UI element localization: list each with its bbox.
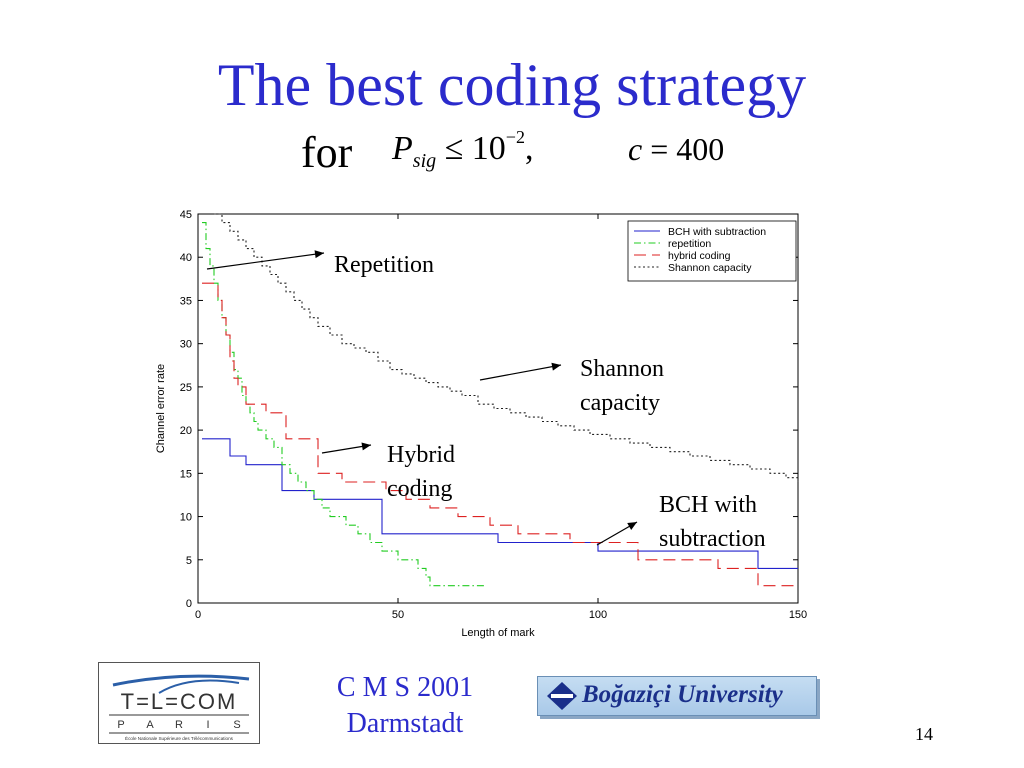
- p-subscript: sig: [412, 150, 437, 172]
- page-number: 14: [915, 724, 933, 744]
- annotation-hybrid-line2: coding: [387, 476, 453, 502]
- telecom-logo-letter: S: [233, 719, 240, 731]
- annotation-repetition-text: Repetition: [334, 252, 434, 278]
- y-tick-label: 15: [180, 468, 192, 480]
- conference-line2: Darmstadt: [346, 708, 464, 739]
- legend-label: hybrid coding: [668, 250, 731, 262]
- x-tick-label: 100: [589, 609, 607, 621]
- x-tick-label: 0: [195, 609, 201, 621]
- x-axis-label: Length of mark: [461, 627, 535, 639]
- p-relation: ≤ 10: [444, 130, 506, 167]
- annotation-repetition: Repetition: [334, 248, 434, 282]
- annotation-shannon: Shannon capacity: [580, 352, 664, 420]
- x-tick-label: 50: [392, 609, 404, 621]
- x-tick-label: 150: [789, 609, 807, 621]
- bogazici-logo: Boğaziçi University: [537, 676, 817, 716]
- legend-label: BCH with subtraction: [668, 226, 766, 238]
- c-symbol: c: [628, 131, 643, 167]
- legend-label: Shannon capacity: [668, 262, 752, 274]
- y-tick-label: 25: [180, 382, 192, 394]
- annotation-bch-line2: subtraction: [659, 526, 766, 552]
- annotation-shannon-line2: capacity: [580, 390, 660, 416]
- annotation-hybrid-line1: Hybrid: [387, 442, 455, 468]
- y-tick-label: 5: [186, 555, 192, 567]
- channel-error-chart: 0 50 100 150 0 5 10 15 20 25 30 35 40 45 BCH with sub…: [155, 209, 807, 639]
- conference-line1: C M S 2001: [336, 672, 474, 703]
- y-tick-label: 35: [180, 295, 192, 307]
- annotation-bch-line1: BCH with: [659, 492, 758, 518]
- telecom-logo-tagline: École Nationale Supérieure des Télécommu…: [125, 735, 234, 741]
- bogazici-name: Boğaziçi University: [582, 681, 783, 708]
- y-tick-label: 45: [180, 209, 192, 221]
- c-equation: c = 400: [628, 131, 724, 168]
- arrow-repetition: [206, 252, 325, 270]
- slide-title: The best coding strategy: [217, 52, 807, 118]
- p-symbol: P: [392, 130, 413, 167]
- y-tick-label: 20: [180, 425, 192, 437]
- subtitle-for: for: [301, 128, 353, 177]
- legend-label: repetition: [668, 238, 711, 250]
- series-line-bch-with-subtraction: [202, 438, 798, 569]
- arrow-shannon-head: [551, 362, 561, 371]
- arrow-repetition-head: [314, 250, 324, 259]
- annotation-arrows: [206, 250, 638, 546]
- series-line-hybrid-coding: [202, 282, 798, 587]
- series-line-shannon-capacity: [214, 213, 799, 482]
- annotation-hybrid: Hybrid coding: [387, 438, 455, 506]
- telecom-logo-letter: A: [146, 719, 154, 731]
- formula-separator: ,: [524, 130, 534, 167]
- p-exponent: −2: [505, 127, 525, 147]
- c-relation: = 400: [650, 131, 725, 167]
- conference-label: C M S 2001 Darmstadt: [300, 670, 510, 742]
- telecom-logo-graphic: T=L=COM P A R I S École Nationale Supérieure…: [109, 674, 250, 741]
- telecom-logo-letter: R: [175, 719, 183, 731]
- y-tick-label: 40: [180, 252, 192, 264]
- y-tick-label: 0: [186, 598, 192, 610]
- arrow-bch-head: [627, 522, 637, 530]
- arrow-shannon: [479, 364, 562, 381]
- telecom-logo-name: T=L=COM: [121, 689, 238, 714]
- telecom-logo-letter: P: [117, 719, 124, 731]
- telecom-logo-letter: I: [206, 719, 209, 731]
- annotation-shannon-line1: Shannon: [580, 356, 664, 382]
- telecom-paris-logo: T=L=COM P A R I S École Nationale Supérieure…: [98, 662, 260, 744]
- annotation-bch: BCH with subtraction: [659, 488, 766, 556]
- y-tick-label: 30: [180, 339, 192, 351]
- arrow-hybrid-head: [361, 442, 371, 451]
- axis-ticks: 0 50 100 150 0 5 10 15 20 25 30 35 40 45: [180, 209, 807, 621]
- series-layer: [202, 213, 799, 587]
- condition-formula: Psig ≤ 10−2, c = 400: [392, 127, 724, 173]
- y-axis-label: Channel error rate: [155, 364, 167, 453]
- y-tick-label: 10: [180, 512, 192, 524]
- bogazici-diamond-icon: [547, 682, 577, 710]
